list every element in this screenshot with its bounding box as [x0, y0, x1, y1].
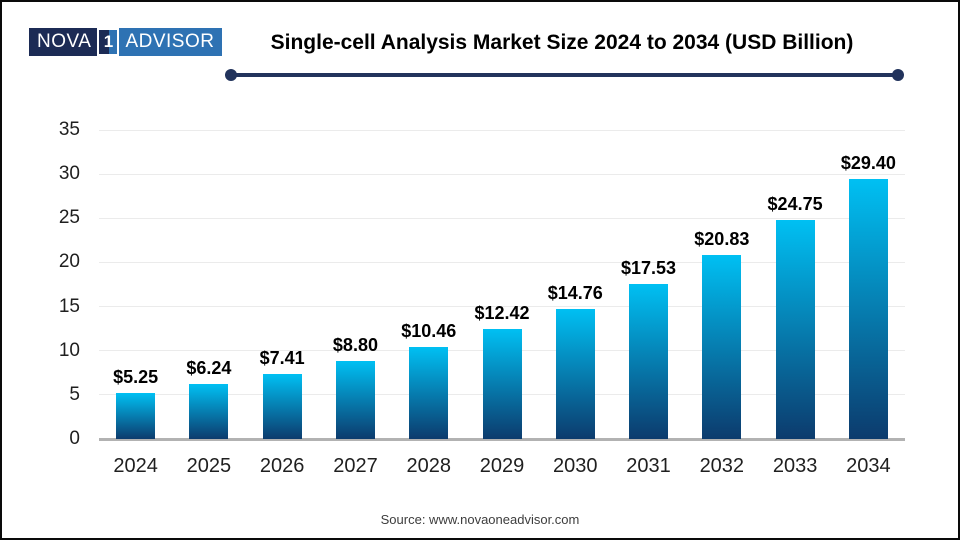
bar-2028 [409, 346, 449, 439]
x-axis-tick-label: 2028 [406, 455, 451, 477]
x-axis-tick-label: 2033 [772, 455, 818, 477]
y-axis-tick-label: 20 [58, 251, 80, 273]
bar-value-label: $6.24 [186, 357, 232, 378]
bar-value-label: $10.46 [401, 320, 457, 341]
bar-2032 [702, 255, 742, 439]
source-text: Source: www.novaoneadvisor.com [380, 512, 580, 527]
bar-value-label: $5.25 [113, 366, 159, 387]
y-axis-tick-label: 35 [58, 119, 80, 140]
bar-2026 [262, 373, 302, 439]
bar-2027 [335, 361, 375, 439]
underline-right-dot [892, 69, 904, 81]
bar-2025 [189, 383, 229, 439]
x-axis-tick-label: 2031 [626, 455, 671, 477]
title-underline [225, 69, 904, 81]
y-axis-tick-label: 0 [69, 428, 80, 449]
bar-2033 [775, 220, 815, 439]
bar-2030 [555, 308, 595, 439]
bar-value-label: $24.75 [767, 194, 823, 215]
bar-value-label: $14.76 [547, 282, 603, 303]
bar-value-label: $7.41 [259, 347, 305, 368]
y-axis-tick-label: 30 [58, 163, 80, 185]
bar-value-label: $29.40 [840, 153, 896, 174]
y-axis-tick-label: 25 [58, 207, 80, 229]
x-axis-tick-label: 2024 [113, 455, 158, 477]
logo-number-one-box: 1 [97, 28, 120, 56]
logo-text-nova: NOVA [29, 28, 98, 56]
gridline [99, 217, 905, 219]
x-axis-tick-label: 2032 [699, 455, 745, 477]
x-axis-tick-label: 2027 [333, 455, 378, 477]
gridline [99, 129, 905, 131]
y-axis-tick-label: 10 [58, 339, 80, 361]
underline-left-dot [225, 69, 237, 81]
bar-value-label: $17.53 [621, 258, 677, 279]
chart-title: Single-cell Analysis Market Size 2024 to… [270, 31, 854, 54]
brand-logo: NOVA 1 ADVISOR [29, 28, 223, 56]
gridline [99, 261, 905, 263]
bar-2031 [629, 284, 669, 439]
x-axis-tick-label: 2030 [553, 455, 598, 477]
bar-2029 [482, 329, 522, 439]
bar-value-label: $20.83 [694, 229, 750, 250]
x-axis-tick-label: 2026 [259, 455, 305, 477]
x-axis-line [99, 438, 905, 441]
x-axis-tick-label: 2029 [479, 455, 525, 477]
gridline [99, 173, 905, 175]
x-axis-tick-label: 2034 [846, 455, 891, 477]
gridline [99, 306, 905, 308]
bar-value-label: $8.80 [332, 335, 378, 356]
bar-value-label: $12.42 [474, 303, 530, 324]
x-axis-tick-label: 2025 [186, 455, 232, 477]
bar-2024 [116, 392, 156, 439]
bar-2034 [848, 179, 888, 439]
logo-text-advisor: ADVISOR [119, 28, 223, 56]
y-axis-tick-label: 5 [69, 383, 80, 405]
y-axis-tick-label: 15 [58, 295, 80, 317]
